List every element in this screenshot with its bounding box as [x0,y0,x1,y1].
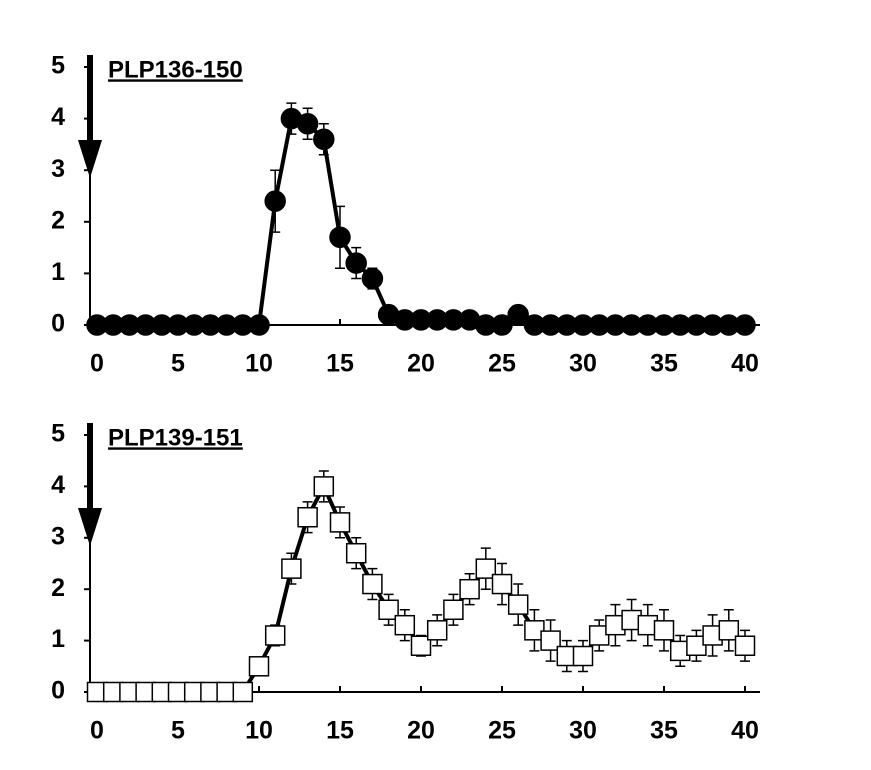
marker [475,558,497,579]
x-tick-label: 5 [171,350,185,378]
y-tick-label: 5 [51,420,65,448]
marker [361,267,384,290]
marker [329,512,351,533]
marker [588,625,610,646]
y-tick-label: 2 [51,574,65,602]
marker [313,476,335,497]
marker [686,635,707,656]
marker [345,542,367,564]
x-tick-label: 35 [650,350,678,378]
marker [362,573,383,595]
marker [248,314,270,336]
marker [297,506,318,528]
y-tick-label: 4 [51,103,65,131]
marker [443,599,464,621]
y-tick-label: 3 [51,155,65,183]
x-tick-label: 20 [407,717,435,745]
marker [296,113,319,135]
chart-title: PLP139-151 [108,424,243,451]
marker [281,558,302,579]
marker [491,573,513,595]
marker [734,635,756,656]
marker [410,635,432,656]
marker [491,314,513,336]
marker [507,594,529,615]
x-tick-label: 40 [731,717,759,745]
marker [313,128,335,150]
x-tick-label: 30 [569,350,597,378]
y-tick-label: 2 [51,206,65,234]
marker [572,645,594,667]
x-tick-label: 0 [90,350,104,378]
marker [653,620,675,641]
marker [232,681,254,703]
marker [459,578,480,600]
y-tick-label: 0 [51,310,65,338]
x-tick-label: 40 [731,350,759,378]
marker [394,614,416,636]
x-tick-label: 15 [326,717,354,745]
x-tick-label: 0 [90,717,104,745]
marker [507,303,529,326]
marker [248,656,270,677]
y-tick-label: 1 [51,258,65,286]
x-tick-label: 10 [245,717,273,745]
y-tick-label: 4 [51,471,65,499]
y-tick-label: 3 [51,522,65,550]
marker [345,252,367,274]
marker [540,630,561,651]
data-line [97,116,745,327]
marker [718,620,740,641]
x-tick-label: 35 [650,717,678,745]
x-tick-label: 20 [407,350,435,378]
data-line [97,481,747,694]
x-tick-label: 25 [488,350,516,378]
y-tick-label: 1 [51,625,65,653]
marker [426,620,448,641]
marker [734,314,756,336]
marker [329,226,351,249]
x-tick-label: 5 [171,717,185,745]
x-tick-label: 15 [326,350,354,378]
marker [264,625,286,646]
marker [264,190,286,212]
x-tick-label: 10 [245,350,273,378]
y-tick-label: 0 [51,677,65,705]
marker [524,620,545,641]
chart-title: PLP136-150 [108,56,243,83]
x-tick-label: 30 [569,717,597,745]
y-tick-label: 5 [51,52,65,80]
marker [378,599,399,621]
x-tick-label: 25 [488,717,516,745]
